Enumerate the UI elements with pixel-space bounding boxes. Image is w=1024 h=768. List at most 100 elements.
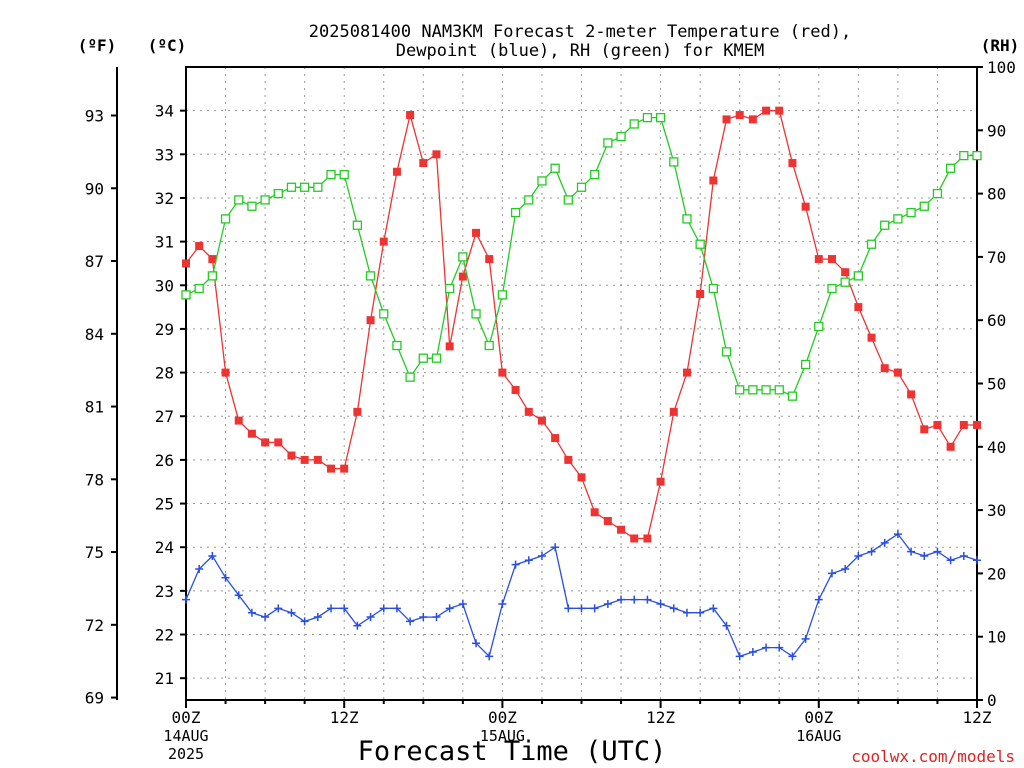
dewpoint-point — [221, 573, 230, 582]
dewpoint-point — [300, 617, 309, 626]
dewpoint-point — [814, 595, 823, 604]
rh-point — [629, 119, 639, 129]
rh-point — [379, 309, 389, 319]
dewpoint-point — [458, 599, 467, 608]
rh-point — [682, 214, 692, 224]
rh-point — [800, 359, 811, 370]
temperature-point — [722, 115, 731, 124]
rh-tick-label: 20 — [987, 564, 1006, 583]
dewpoint-point — [537, 551, 546, 560]
temperature-point — [524, 407, 533, 416]
dewpoint-point — [247, 608, 256, 617]
rh-point — [339, 169, 349, 180]
rh-point — [853, 271, 863, 281]
fahrenheit-tick-label: 84 — [85, 325, 104, 344]
temperature-point — [762, 106, 771, 115]
rh-tick-label: 40 — [987, 438, 1006, 457]
temperature-point — [854, 303, 863, 312]
dewpoint-point — [551, 543, 560, 552]
x-tick-label: 00Z — [804, 708, 833, 727]
temperature-point — [195, 241, 204, 250]
rh-point — [273, 188, 283, 199]
temperature-point — [577, 473, 586, 482]
chart-title-line1: 2025081400 NAM3KM Forecast 2-meter Tempe… — [309, 22, 851, 42]
temperature-point — [511, 386, 520, 395]
rh-tick-label: 90 — [987, 121, 1006, 140]
rh-point — [590, 169, 600, 180]
dewpoint-point — [867, 547, 876, 556]
fahrenheit-tick-label: 87 — [85, 252, 104, 271]
dewpoint-point — [366, 613, 375, 622]
dewpoint-point — [841, 565, 850, 574]
rh-tick-label: 80 — [987, 185, 1006, 204]
fahrenheit-tick-label: 90 — [85, 179, 104, 198]
rh-point — [220, 214, 231, 224]
dewpoint-point — [682, 608, 691, 617]
temperature-point — [788, 159, 797, 168]
dewpoint-point — [564, 604, 573, 613]
temperature-point — [775, 106, 784, 115]
temperature-point — [682, 368, 691, 377]
rh-point — [708, 283, 718, 294]
rh-point — [445, 283, 455, 294]
dewpoint-point — [340, 604, 349, 613]
temperature-point — [300, 455, 309, 464]
temperature-point — [920, 425, 929, 434]
dewpoint-point — [933, 547, 942, 556]
rh-point — [827, 283, 837, 294]
rh-point — [774, 385, 784, 395]
fahrenheit-tick-label: 72 — [85, 616, 104, 635]
rh-point — [286, 182, 297, 192]
fahrenheit-tick-label: 78 — [85, 470, 104, 489]
temperature-point — [959, 420, 968, 429]
dewpoint-point — [748, 647, 757, 656]
temperature-point — [432, 150, 441, 159]
celsius-tick-label: 24 — [155, 538, 174, 557]
rh-point — [959, 150, 969, 161]
rh-point — [748, 385, 758, 395]
dewpoint-point — [959, 551, 968, 560]
celsius-tick-label: 26 — [155, 451, 174, 470]
temperature-point — [603, 517, 612, 526]
celsius-tick-label: 29 — [155, 320, 174, 339]
dewpoint-point — [893, 530, 902, 539]
temperature-point — [735, 111, 744, 120]
temperature-point — [458, 272, 467, 281]
rh-tick-label: 70 — [987, 248, 1006, 267]
dewpoint-point — [920, 551, 929, 560]
x-tick-label: 00Z — [172, 708, 201, 727]
dewpoint-point — [722, 621, 731, 630]
rh-point — [247, 201, 257, 211]
temperature-point — [656, 477, 665, 486]
dewpoint-point — [603, 599, 612, 608]
celsius-tick-label: 31 — [155, 233, 174, 252]
rh-point — [906, 207, 916, 218]
rh-point — [655, 112, 666, 123]
temperature-point — [867, 333, 876, 342]
celsius-tick-label: 33 — [155, 145, 174, 164]
rh-point — [510, 207, 521, 218]
rh-point — [207, 271, 218, 281]
rh-point — [695, 239, 705, 249]
rh-tick-label: 0 — [987, 691, 997, 710]
rh-point — [893, 214, 903, 224]
rh-point — [326, 169, 336, 180]
rh-point — [945, 163, 956, 173]
x-date-label: 15AUG — [480, 727, 525, 745]
dewpoint-point — [511, 560, 520, 569]
dewpoint-point — [392, 604, 401, 613]
x-year-label: 2025 — [168, 745, 204, 763]
temperature-point — [643, 534, 652, 543]
celsius-tick-label: 34 — [155, 102, 174, 121]
rh-point — [735, 385, 745, 395]
rh-point — [524, 195, 534, 205]
rh-point — [497, 290, 508, 300]
temperature-point — [709, 176, 718, 185]
temperature-point — [814, 255, 823, 264]
dewpoint-point — [432, 613, 441, 622]
dewpoint-point — [827, 569, 836, 578]
temperature-point — [946, 442, 955, 451]
celsius-tick-label: 25 — [155, 495, 174, 514]
dewpoint-point — [472, 639, 481, 648]
dewpoint-point — [735, 652, 744, 661]
